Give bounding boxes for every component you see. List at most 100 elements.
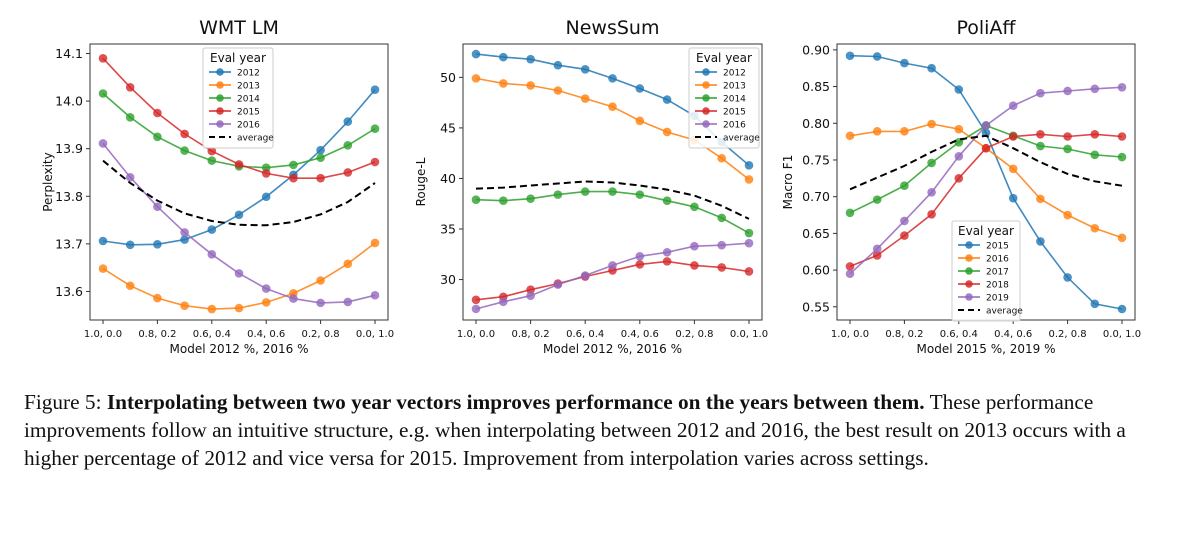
x-tick-label: 0.4, 0.6 <box>994 329 1032 340</box>
x-tick-label: 1.0, 0.0 <box>457 329 495 340</box>
legend-label: 2016 <box>723 121 746 131</box>
data-point-2016 <box>289 294 298 303</box>
figure-caption: Figure 5: Interpolating between two year… <box>24 388 1174 472</box>
chart-poliaff: PoliAff 0.55 0.60 0.65 0.70 0.75 0.80 0.85 0.90 1… <box>781 17 1141 356</box>
data-point-2012 <box>125 240 135 250</box>
legend-marker-2017 <box>965 267 973 275</box>
data-point-2013 <box>526 81 535 90</box>
data-point-2018 <box>1063 132 1072 141</box>
legend-label: 2015 <box>237 108 260 118</box>
series-line-2016 <box>475 242 750 310</box>
data-point-2017 <box>1090 150 1100 160</box>
series-line-average <box>102 159 376 227</box>
data-point-2019 <box>981 121 991 130</box>
legend-marker-2012 <box>702 68 710 76</box>
data-point-2012 <box>553 60 563 70</box>
data-point-2016 <box>608 261 617 270</box>
x-axis-label: Model 2015 %, 2019 % <box>917 342 1056 356</box>
x-tick-label: 0.8, 0.2 <box>138 329 176 340</box>
legend-marker-2015 <box>216 107 224 115</box>
y-tick-label: 14.0 <box>55 94 83 109</box>
data-point-2015 <box>316 173 325 183</box>
data-point-2015 <box>635 260 645 269</box>
data-point-2014 <box>580 187 590 196</box>
x-axis-label: Model 2012 %, 2016 % <box>170 342 309 356</box>
data-point-2016 <box>662 247 672 257</box>
x-tick-label: 0.6, 0.4 <box>566 329 604 340</box>
data-point-2012 <box>98 236 108 246</box>
data-point-2016 <box>954 124 964 134</box>
data-point-2015 <box>343 168 353 177</box>
data-point-2016 <box>125 172 135 182</box>
y-tick-label: 0.70 <box>802 189 830 204</box>
data-point-2012 <box>471 49 481 59</box>
data-point-2012 <box>370 85 380 94</box>
legend-label: 2015 <box>723 108 746 118</box>
data-point-2015 <box>526 285 535 294</box>
data-point-2013 <box>580 94 590 103</box>
y-tick-label: 13.9 <box>55 141 83 156</box>
legend-label: 2017 <box>986 268 1009 278</box>
data-point-2015 <box>125 83 135 92</box>
data-point-2014 <box>153 132 162 142</box>
series-2015 <box>98 53 380 183</box>
legend-title: Eval year <box>696 51 752 65</box>
data-point-2014 <box>717 213 726 223</box>
data-point-2016 <box>234 269 244 278</box>
data-point-2016 <box>207 250 217 259</box>
data-point-2016 <box>580 271 590 280</box>
series-2015 <box>845 51 1127 314</box>
data-point-2012 <box>180 235 189 244</box>
data-point-2017 <box>1117 152 1127 162</box>
data-point-2013 <box>261 298 271 307</box>
data-point-2015 <box>1117 304 1127 314</box>
y-tick-label: 35 <box>440 222 456 237</box>
data-point-2018 <box>981 143 991 153</box>
data-point-2014 <box>499 196 508 206</box>
legend-marker-2013 <box>216 81 224 89</box>
data-point-2018 <box>845 262 855 271</box>
data-point-2014 <box>690 202 699 212</box>
legend-label: average <box>237 134 274 144</box>
x-tick-label: 0.8, 0.2 <box>512 329 550 340</box>
data-point-2016 <box>153 202 162 212</box>
legend: Eval year 2012 2013 2014 2015 2016 average <box>688 47 760 149</box>
data-point-2016 <box>553 280 563 289</box>
data-point-2012 <box>608 74 617 83</box>
x-tick-label: 0.8, 0.2 <box>885 329 923 340</box>
data-point-2017 <box>954 138 964 147</box>
legend-label: 2013 <box>723 82 746 92</box>
legend-marker-2013 <box>702 81 710 89</box>
series-average <box>102 159 376 227</box>
legend-marker-2018 <box>965 280 973 288</box>
legend: Eval year 2015 2016 2017 2018 2019 average <box>951 220 1023 322</box>
data-point-2015 <box>900 58 909 68</box>
series-2018 <box>845 129 1127 271</box>
series-2019 <box>845 83 1127 279</box>
data-point-2019 <box>1090 84 1100 94</box>
legend-label: 2014 <box>237 95 260 105</box>
y-tick-label: 13.7 <box>55 236 83 251</box>
y-tick-label: 13.8 <box>55 189 83 204</box>
data-point-2015 <box>370 157 380 167</box>
data-point-2019 <box>845 269 855 279</box>
data-point-2012 <box>635 84 645 93</box>
series-line-2017 <box>849 124 1123 214</box>
chart-newssum: NewsSum 30 35 40 45 50 1.0, 0.0 0.8, 0.2 0.6, 0.… <box>414 17 768 356</box>
x-tick-label: 0.6, 0.4 <box>193 329 231 340</box>
data-point-2014 <box>343 141 353 150</box>
data-point-2012 <box>316 145 325 155</box>
data-point-2015 <box>1036 237 1045 246</box>
legend-label: average <box>986 307 1023 317</box>
data-point-2019 <box>1117 83 1127 92</box>
y-tick-label: 45 <box>440 120 456 135</box>
data-point-2014 <box>316 153 325 163</box>
x-tick-label: 0.2, 0.8 <box>1049 329 1087 340</box>
data-point-2017 <box>1036 141 1045 151</box>
legend-marker-2019 <box>965 293 973 301</box>
legend-label: 2012 <box>237 69 260 79</box>
legend-marker-2014 <box>216 94 224 102</box>
data-point-2015 <box>927 63 936 73</box>
y-tick-label: 50 <box>440 70 456 85</box>
data-point-2013 <box>370 238 380 248</box>
